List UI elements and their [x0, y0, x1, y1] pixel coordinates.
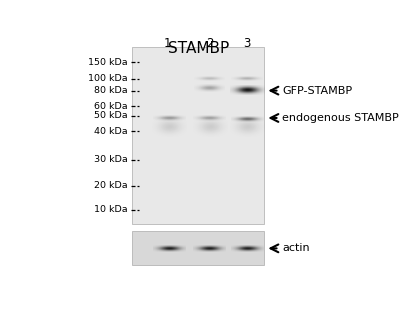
Text: 50 kDa: 50 kDa [94, 111, 128, 120]
Bar [132, 47, 264, 224]
Text: 30 kDa: 30 kDa [94, 155, 128, 164]
Text: 10 kDa: 10 kDa [94, 205, 128, 214]
Text: actin: actin [282, 243, 310, 253]
Text: 100 kDa: 100 kDa [88, 74, 128, 83]
Text: STAMBP: STAMBP [168, 41, 230, 56]
Text: 40 kDa: 40 kDa [94, 127, 128, 136]
Text: GFP-STAMBP: GFP-STAMBP [282, 86, 353, 95]
Text: endogenous STAMBP: endogenous STAMBP [282, 113, 399, 123]
Text: 2: 2 [206, 36, 214, 49]
Text: 60 kDa: 60 kDa [94, 102, 128, 111]
Text: 3: 3 [243, 36, 250, 49]
Text: 20 kDa: 20 kDa [94, 181, 128, 190]
Bar [132, 231, 264, 265]
Text: 1.: 1. [164, 36, 175, 49]
Text: 80 kDa: 80 kDa [94, 86, 128, 95]
Text: 150 kDa: 150 kDa [88, 57, 128, 66]
